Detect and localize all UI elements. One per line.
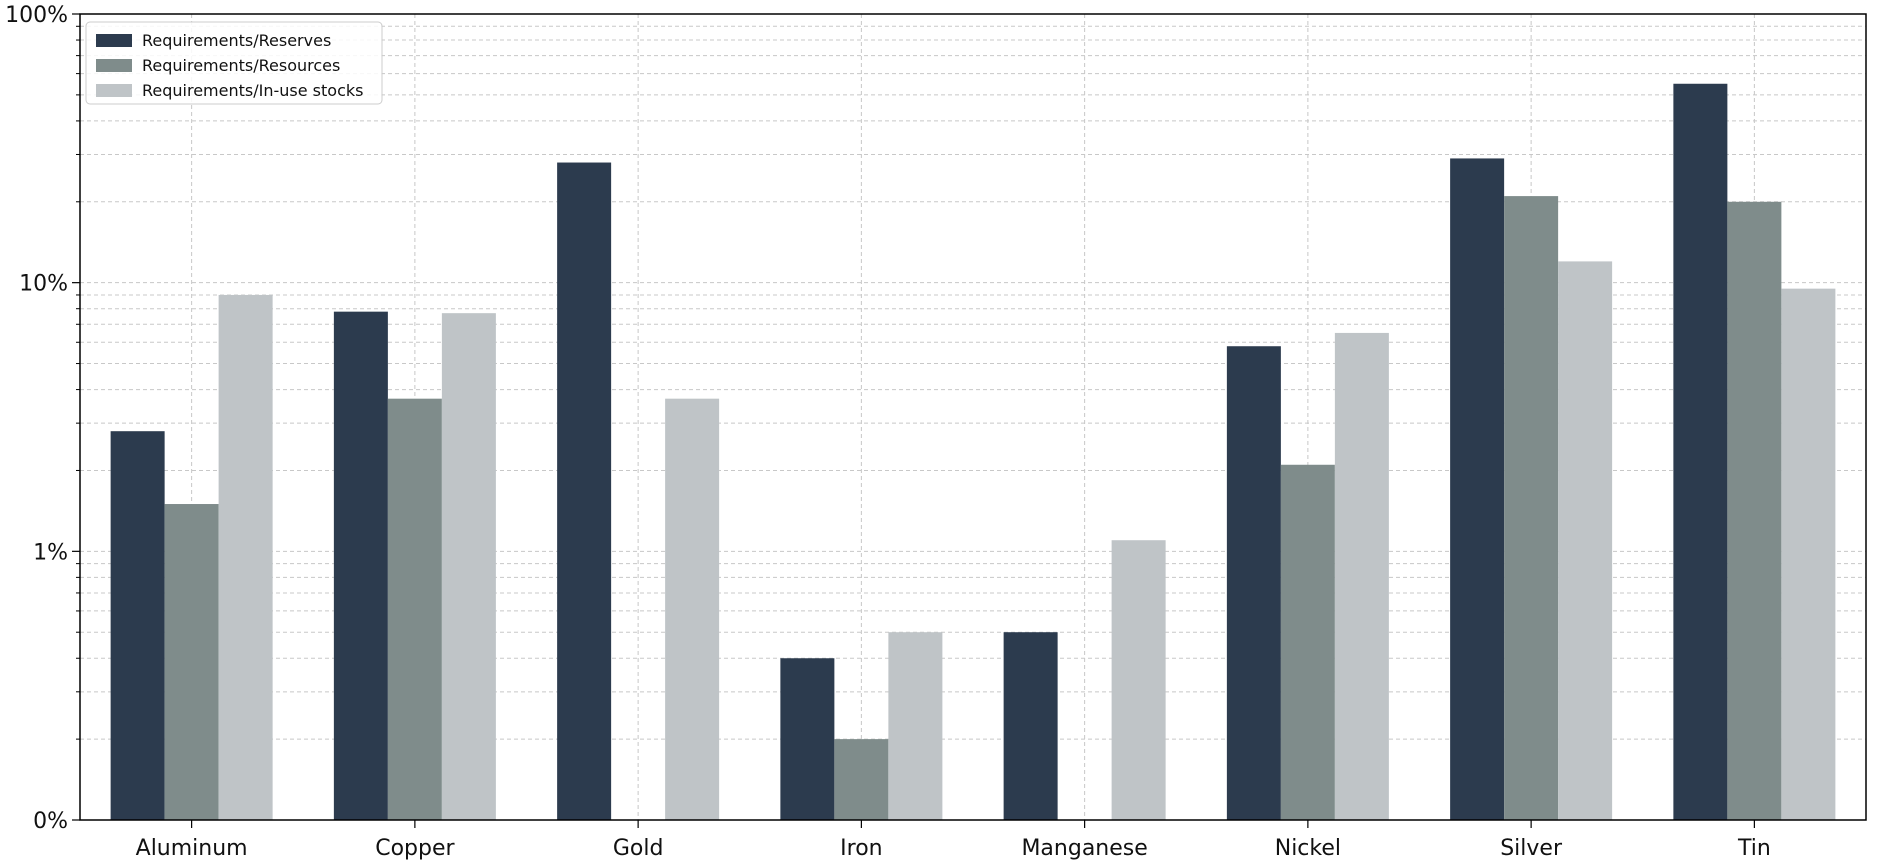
- x-tick-label: Iron: [840, 836, 882, 861]
- legend-box: [85, 21, 383, 105]
- y-axis: 100% 10% 1% 0%: [5, 3, 80, 834]
- bar: [1673, 83, 1728, 821]
- y-tick-label: 100%: [5, 3, 68, 28]
- bar: [834, 739, 889, 820]
- x-tick-label: Gold: [613, 836, 664, 861]
- bar: [1450, 158, 1505, 821]
- bar: [1111, 540, 1166, 820]
- bar: [665, 398, 720, 820]
- x-tick-label: Copper: [375, 836, 455, 861]
- bars: [110, 83, 1836, 821]
- legend: Requirements/Reserves Requirements/Resour…: [85, 21, 383, 105]
- legend-swatch: [96, 59, 132, 72]
- bar: [1226, 346, 1281, 820]
- bar: [333, 311, 388, 820]
- bar: [1280, 464, 1335, 820]
- bar: [1003, 632, 1058, 820]
- legend-swatch: [96, 34, 132, 47]
- y-tick-label: 10%: [19, 272, 68, 297]
- x-tick-label: Aluminum: [136, 836, 248, 861]
- legend-label: Requirements/In-use stocks: [142, 81, 363, 100]
- plot-frame: [79, 13, 1867, 821]
- bar: [218, 294, 273, 820]
- bar: [1334, 332, 1389, 820]
- bar: [888, 632, 943, 820]
- x-tick-label: Nickel: [1275, 836, 1341, 861]
- x-axis: Aluminum Copper Gold Iron Manganese Nickel Sil…: [136, 820, 1771, 861]
- x-tick-label: Manganese: [1021, 836, 1147, 861]
- bar: [387, 398, 442, 820]
- legend-swatch: [96, 84, 132, 97]
- bar: [441, 313, 496, 820]
- legend-label: Requirements/Reserves: [142, 31, 331, 50]
- y-tick-label: 1%: [33, 540, 68, 565]
- bar: [1727, 201, 1782, 821]
- bar: [1504, 196, 1559, 821]
- y-tick-label: 0%: [33, 809, 68, 834]
- x-tick-label: Silver: [1500, 836, 1563, 861]
- grid: [80, 14, 1866, 820]
- bar: [780, 658, 835, 820]
- legend-label: Requirements/Resources: [142, 56, 340, 75]
- bar: [557, 162, 612, 820]
- x-tick-label: Tin: [1737, 836, 1771, 861]
- bar: [1558, 261, 1613, 820]
- bar: [1781, 288, 1836, 820]
- bar: [110, 431, 165, 820]
- bar: [164, 504, 219, 820]
